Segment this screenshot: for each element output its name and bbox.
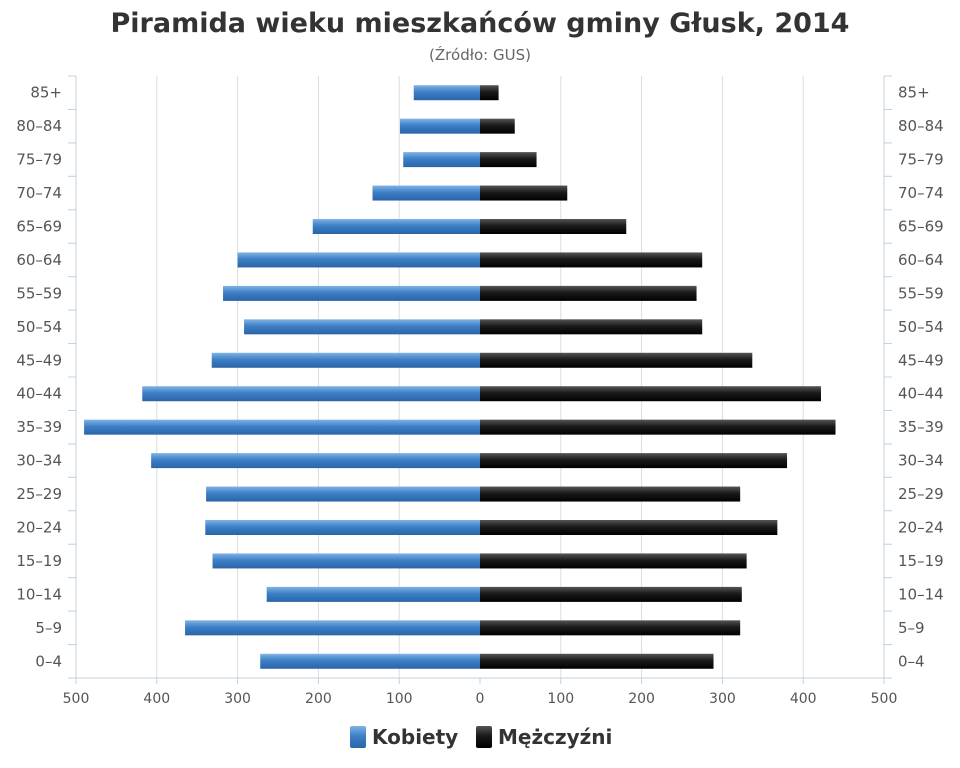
category-label-right: 25–29: [898, 485, 944, 503]
x-tick-label: 500: [871, 691, 898, 707]
category-label-left: 25–29: [16, 485, 62, 503]
category-label-left: 85+: [30, 84, 62, 102]
bar-men-10–14[interactable]: [480, 586, 742, 602]
category-label-right: 20–24: [898, 519, 944, 537]
x-tick-label: 400: [790, 691, 817, 707]
bar-women-70–74[interactable]: [372, 185, 480, 201]
x-tick-label: 200: [628, 691, 655, 707]
legend-label: Mężczyźni: [498, 725, 612, 749]
bar-women-85+[interactable]: [413, 85, 480, 101]
bar-men-45–49[interactable]: [480, 352, 753, 368]
bar-men-20–24[interactable]: [480, 520, 778, 535]
bar-men-25–29[interactable]: [480, 486, 741, 502]
legend[interactable]: Kobiety Mężczyźni: [350, 725, 612, 749]
category-label-left: 5–9: [35, 619, 62, 637]
bar-women-80–84[interactable]: [400, 118, 480, 134]
x-tick-label: 100: [386, 691, 413, 707]
legend-swatch: [476, 726, 492, 748]
category-label-right: 60–64: [898, 251, 944, 269]
bar-men-55–59[interactable]: [480, 285, 697, 301]
bar-women-45–49[interactable]: [211, 352, 480, 368]
bar-women-75–79[interactable]: [403, 152, 480, 168]
x-tick-label: 400: [143, 691, 170, 707]
category-label-left: 30–34: [16, 452, 62, 470]
category-label-right: 85+: [898, 84, 930, 102]
category-label-right: 40–44: [898, 385, 944, 403]
bar-men-80–84[interactable]: [480, 118, 515, 134]
legend-swatch: [350, 726, 366, 748]
x-tick-label: 300: [224, 691, 251, 707]
axes: [68, 75, 892, 679]
category-label-left: 10–14: [16, 585, 62, 603]
bar-men-35–39[interactable]: [480, 419, 836, 435]
grid-lines: [156, 76, 804, 678]
bar-women-65–69[interactable]: [312, 219, 480, 234]
category-label-left: 40–44: [16, 385, 62, 403]
legend-item-women[interactable]: Kobiety: [350, 725, 458, 749]
category-label-left: 35–39: [16, 418, 62, 436]
x-tick-label: 500: [63, 691, 90, 707]
legend-item-men[interactable]: Mężczyźni: [476, 725, 612, 749]
x-tick-label: 100: [547, 691, 574, 707]
category-label-left: 60–64: [16, 251, 62, 269]
category-label-left: 70–74: [16, 184, 62, 202]
category-label-right: 0–4: [898, 652, 925, 670]
bar-men-65–69[interactable]: [480, 219, 627, 234]
bar-women-60–64[interactable]: [237, 252, 480, 268]
category-label-right: 35–39: [898, 418, 944, 436]
bars: [84, 85, 836, 669]
chart-subtitle: (Źródło: GUS): [429, 45, 531, 64]
category-label-right: 5–9: [898, 619, 925, 637]
category-label-right: 80–84: [898, 117, 944, 135]
bar-women-35–39[interactable]: [84, 419, 480, 435]
category-label-left: 65–69: [16, 218, 62, 236]
x-tick-label: 300: [709, 691, 736, 707]
bar-women-15–19[interactable]: [212, 553, 480, 569]
bar-women-0–4[interactable]: [260, 653, 480, 669]
bar-men-30–34[interactable]: [480, 453, 788, 469]
category-label-right: 70–74: [898, 184, 944, 202]
bar-women-20–24[interactable]: [205, 520, 480, 535]
category-label-right: 65–69: [898, 218, 944, 236]
bar-men-0–4[interactable]: [480, 653, 714, 669]
category-label-left: 80–84: [16, 117, 62, 135]
category-label-right: 45–49: [898, 351, 944, 369]
bar-women-55–59[interactable]: [223, 285, 480, 301]
bar-men-75–79[interactable]: [480, 152, 537, 168]
bar-men-40–44[interactable]: [480, 386, 821, 402]
category-label-left: 20–24: [16, 519, 62, 537]
bar-women-50–54[interactable]: [244, 319, 480, 335]
category-label-left: 75–79: [16, 151, 62, 169]
bar-women-10–14[interactable]: [266, 586, 480, 602]
category-label-right: 55–59: [898, 284, 944, 302]
bar-men-5–9[interactable]: [480, 620, 741, 636]
category-label-right: 15–19: [898, 552, 944, 570]
category-label-right: 10–14: [898, 585, 944, 603]
bar-men-50–54[interactable]: [480, 319, 703, 335]
bar-women-30–34[interactable]: [151, 453, 481, 469]
bar-men-85+[interactable]: [480, 85, 499, 101]
x-tick-label: 0: [476, 691, 485, 707]
category-label-left: 0–4: [35, 652, 62, 670]
bar-men-70–74[interactable]: [480, 185, 568, 201]
category-label-right: 75–79: [898, 151, 944, 169]
x-tick-label: 200: [305, 691, 332, 707]
category-label-left: 50–54: [16, 318, 62, 336]
bar-women-25–29[interactable]: [206, 486, 480, 502]
category-label-right: 50–54: [898, 318, 944, 336]
legend-label: Kobiety: [372, 725, 458, 749]
bar-women-40–44[interactable]: [142, 386, 481, 402]
category-labels: 0–4 0–4 5–9 5–9 10–14 10–14 15–19 15–19 20–24 20–…: [16, 84, 943, 671]
category-label-right: 30–34: [898, 452, 944, 470]
bar-women-5–9[interactable]: [185, 620, 480, 636]
bar-men-15–19[interactable]: [480, 553, 747, 569]
category-label-left: 45–49: [16, 351, 62, 369]
category-label-left: 15–19: [16, 552, 62, 570]
category-label-left: 55–59: [16, 284, 62, 302]
x-axis-ticks: 500 400 300 200 100 0 100 200 300 400 500: [63, 678, 898, 707]
chart-title: Piramida wieku mieszkańców gminy Głusk, …: [111, 8, 850, 39]
bar-men-60–64[interactable]: [480, 252, 703, 268]
